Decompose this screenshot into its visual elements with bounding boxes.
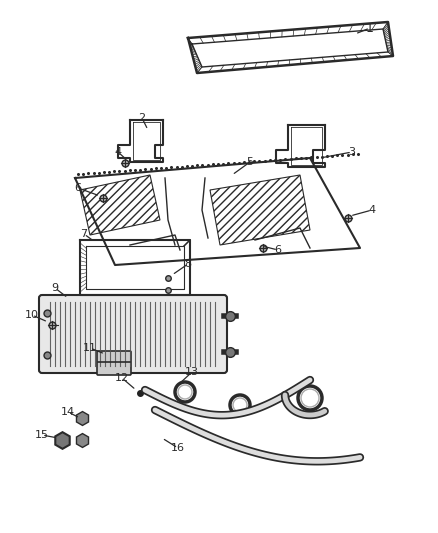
Text: 4: 4 (114, 147, 122, 157)
Text: 13: 13 (185, 367, 199, 377)
Text: 14: 14 (61, 407, 75, 417)
Text: 3: 3 (349, 147, 356, 157)
Text: 5: 5 (247, 157, 254, 167)
Text: 6: 6 (74, 183, 81, 193)
Text: 4: 4 (368, 205, 375, 215)
FancyBboxPatch shape (39, 295, 227, 373)
Text: 2: 2 (138, 113, 145, 123)
Text: 15: 15 (35, 430, 49, 440)
Text: 16: 16 (171, 443, 185, 453)
Text: 11: 11 (83, 343, 97, 353)
Text: 7: 7 (81, 229, 88, 239)
Text: 8: 8 (184, 259, 191, 269)
Text: 9: 9 (51, 283, 59, 293)
Text: 10: 10 (25, 310, 39, 320)
Text: 1: 1 (366, 21, 374, 35)
Text: 12: 12 (115, 373, 129, 383)
FancyBboxPatch shape (97, 351, 131, 375)
Text: 6: 6 (275, 245, 282, 255)
